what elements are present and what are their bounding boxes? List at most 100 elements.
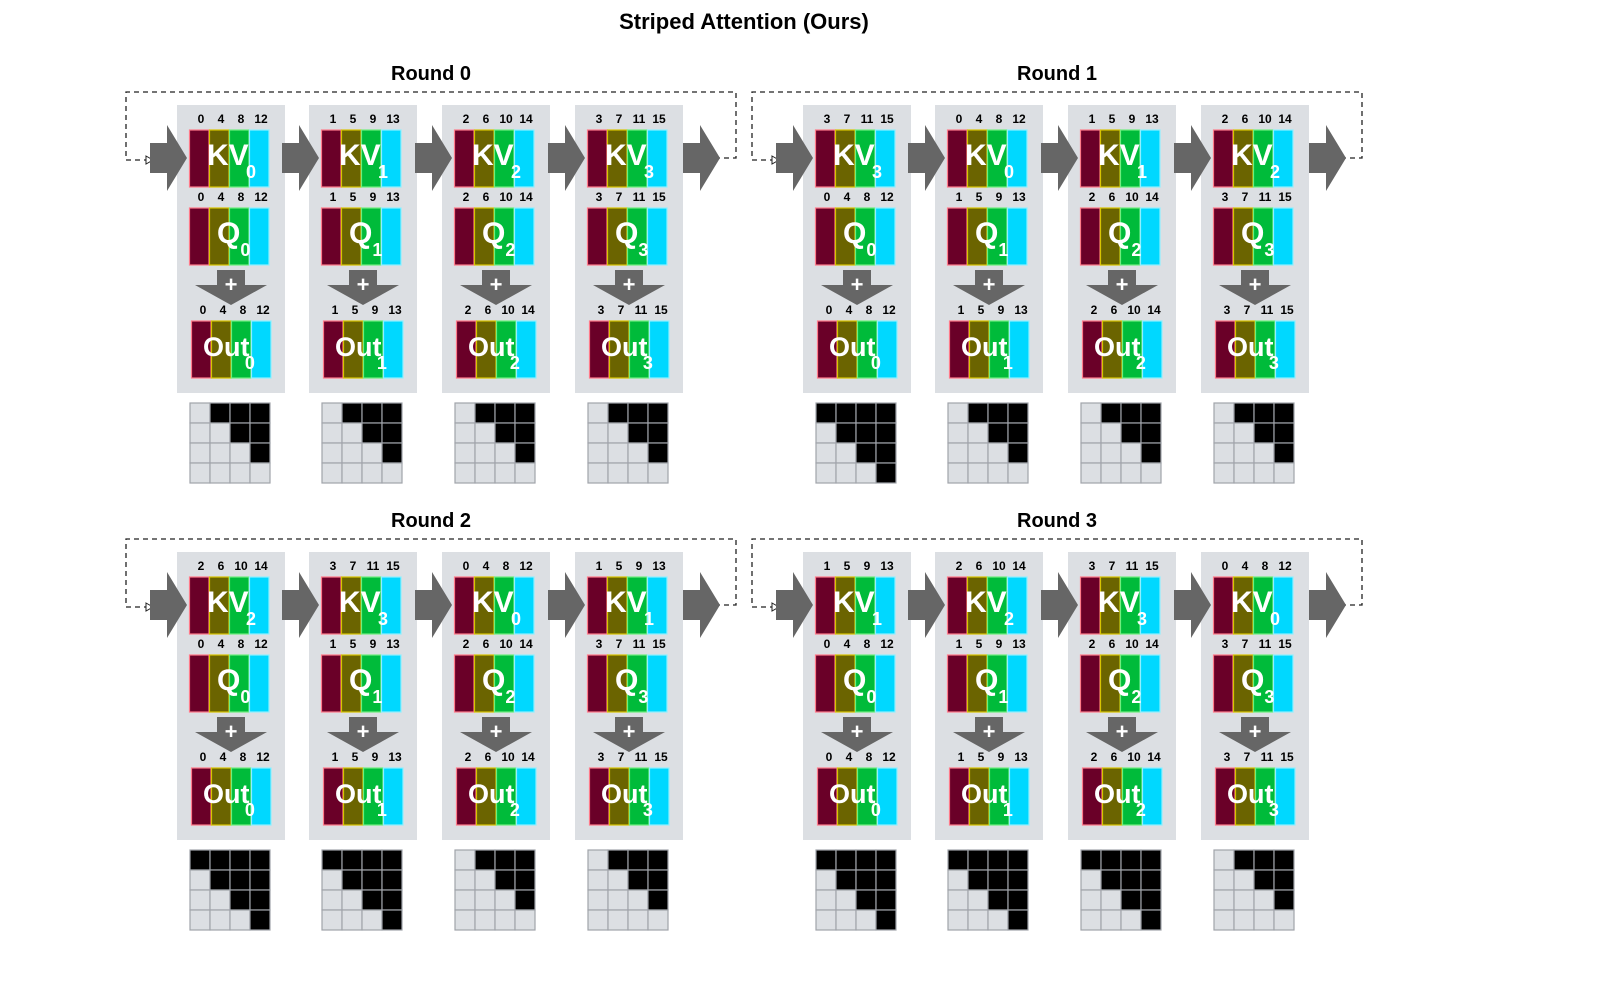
kv-index-label: 1 [1089,112,1096,126]
q-index-label: 3 [1222,190,1229,204]
mask-cell-masked [1100,849,1122,871]
out-subscript: 3 [643,353,653,373]
mask-cell-masked [627,422,649,444]
q-subscript: 1 [998,240,1008,260]
q-subscript: 1 [372,687,382,707]
mask-cell-masked [1253,849,1275,871]
kv-index-label: 6 [218,559,225,573]
mask-cell-open [1080,889,1102,911]
q-index-label: 15 [652,190,666,204]
mask-cell-masked [967,849,989,871]
q-index-label: 10 [1125,190,1139,204]
q-index-label: 3 [596,190,603,204]
kv-index-label: 4 [483,559,490,573]
mask-cell-open [987,462,1009,484]
out-index-label: 10 [501,303,515,317]
mask-cell-open [454,462,476,484]
q-index-label: 7 [1242,637,1249,651]
down-arrow-icon [1219,717,1291,752]
q-stripe [874,207,896,266]
kv-subscript: 2 [1270,162,1280,182]
plus-icon: + [623,272,636,297]
down-arrow-icon [327,270,399,305]
out-index-label: 15 [654,750,668,764]
kv-stripe [1006,129,1028,188]
q-label: Q [615,664,638,697]
mask-cell-masked [875,909,897,931]
mask-cell-masked [249,422,271,444]
out-stripe [648,320,670,379]
out-index-label: 0 [826,303,833,317]
round-title: Round 0 [391,63,471,85]
mask-cell-masked [229,849,251,871]
q-stripe [513,207,535,266]
diagram-title: Striped Attention (Ours) [619,9,869,34]
mask-cell-open [341,422,363,444]
mask-cell-masked [967,869,989,891]
mask-cell-masked [474,402,496,424]
kv-label: KV [605,586,647,619]
mask-cell-masked [855,402,877,424]
kv-subscript: 3 [644,162,654,182]
q-index-label: 7 [616,637,623,651]
q-stripe [814,207,836,266]
kv-index-label: 4 [218,112,225,126]
mask-cell-masked [1273,402,1295,424]
mask-cell-masked [607,402,629,424]
kv-index-label: 1 [596,559,603,573]
mask-cell-masked [1273,442,1295,464]
out-index-label: 12 [882,303,896,317]
q-index-label: 11 [633,637,646,651]
q-index-label: 0 [198,637,205,651]
mask-cell-masked [855,422,877,444]
out-index-label: 8 [866,303,873,317]
mask-cell-masked [967,402,989,424]
plus-icon: + [851,719,864,744]
out-stripe [876,320,898,379]
mask-cell-masked [875,462,897,484]
q-stripe [646,207,668,266]
mask-cell-open [835,442,857,464]
kv-index-label: 6 [976,559,983,573]
out-index-label: 1 [958,750,965,764]
right-arrow-icon [150,572,187,638]
kv-stripe [513,129,535,188]
mask-cell-open [209,909,231,931]
right-arrow-icon [548,125,585,191]
mask-cell-masked [514,422,536,444]
mask-cell-masked [835,422,857,444]
kv-index-label: 12 [254,112,268,126]
out-index-label: 11 [635,750,648,764]
q-index-label: 8 [238,190,245,204]
q-label: Q [1241,217,1264,250]
mask-cell-open [474,869,496,891]
out-label: Out [468,332,515,362]
mask-cell-masked [249,909,271,931]
mask-cell-masked [647,422,669,444]
out-subscript: 2 [1136,353,1146,373]
kv-label: KV [965,139,1007,172]
out-index-label: 3 [1224,303,1231,317]
mask-cell-open [587,909,609,931]
mask-cell-open [1233,462,1255,484]
mask-cell-open [1007,462,1029,484]
kv-stripe [380,129,402,188]
mask-cell-masked [1007,849,1029,871]
out-index-label: 10 [501,750,515,764]
mask-cell-open [189,422,211,444]
q-stripe [586,654,608,713]
q-stripe [946,207,968,266]
q-stripe [248,654,270,713]
plus-icon: + [983,719,996,744]
mask-cell-open [361,442,383,464]
out-index-label: 8 [240,750,247,764]
kv-subscript: 2 [511,162,521,182]
q-subscript: 3 [1264,687,1274,707]
kv-index-label: 12 [1278,559,1292,573]
